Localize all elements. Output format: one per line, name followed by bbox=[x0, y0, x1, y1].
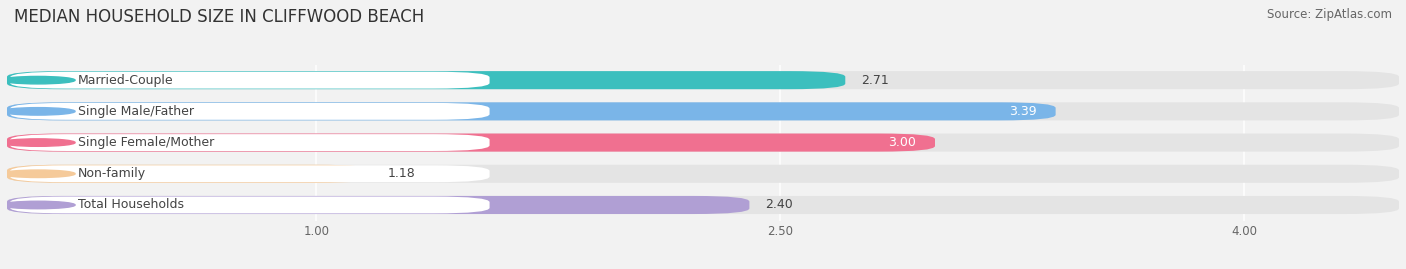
FancyBboxPatch shape bbox=[7, 102, 1056, 121]
Text: Non-family: Non-family bbox=[79, 167, 146, 180]
Circle shape bbox=[1, 201, 75, 209]
Text: Single Female/Mother: Single Female/Mother bbox=[79, 136, 215, 149]
FancyBboxPatch shape bbox=[7, 71, 1399, 89]
FancyBboxPatch shape bbox=[7, 102, 1399, 121]
FancyBboxPatch shape bbox=[7, 165, 373, 183]
Text: 2.71: 2.71 bbox=[860, 74, 889, 87]
Text: 1.18: 1.18 bbox=[388, 167, 415, 180]
Circle shape bbox=[1, 139, 75, 146]
Circle shape bbox=[1, 170, 75, 178]
FancyBboxPatch shape bbox=[10, 103, 489, 120]
Circle shape bbox=[1, 108, 75, 115]
FancyBboxPatch shape bbox=[7, 196, 1399, 214]
Text: MEDIAN HOUSEHOLD SIZE IN CLIFFWOOD BEACH: MEDIAN HOUSEHOLD SIZE IN CLIFFWOOD BEACH bbox=[14, 8, 425, 26]
FancyBboxPatch shape bbox=[10, 134, 489, 151]
Text: 2.40: 2.40 bbox=[765, 199, 793, 211]
FancyBboxPatch shape bbox=[7, 165, 1399, 183]
FancyBboxPatch shape bbox=[10, 197, 489, 213]
FancyBboxPatch shape bbox=[7, 133, 935, 152]
Text: Single Male/Father: Single Male/Father bbox=[79, 105, 194, 118]
FancyBboxPatch shape bbox=[10, 165, 489, 182]
Text: 3.00: 3.00 bbox=[889, 136, 917, 149]
FancyBboxPatch shape bbox=[10, 72, 489, 89]
FancyBboxPatch shape bbox=[7, 133, 1399, 152]
FancyBboxPatch shape bbox=[7, 71, 845, 89]
FancyBboxPatch shape bbox=[7, 196, 749, 214]
Text: Source: ZipAtlas.com: Source: ZipAtlas.com bbox=[1267, 8, 1392, 21]
Text: 3.39: 3.39 bbox=[1010, 105, 1038, 118]
Text: Married-Couple: Married-Couple bbox=[79, 74, 174, 87]
Circle shape bbox=[1, 76, 75, 84]
Text: Total Households: Total Households bbox=[79, 199, 184, 211]
